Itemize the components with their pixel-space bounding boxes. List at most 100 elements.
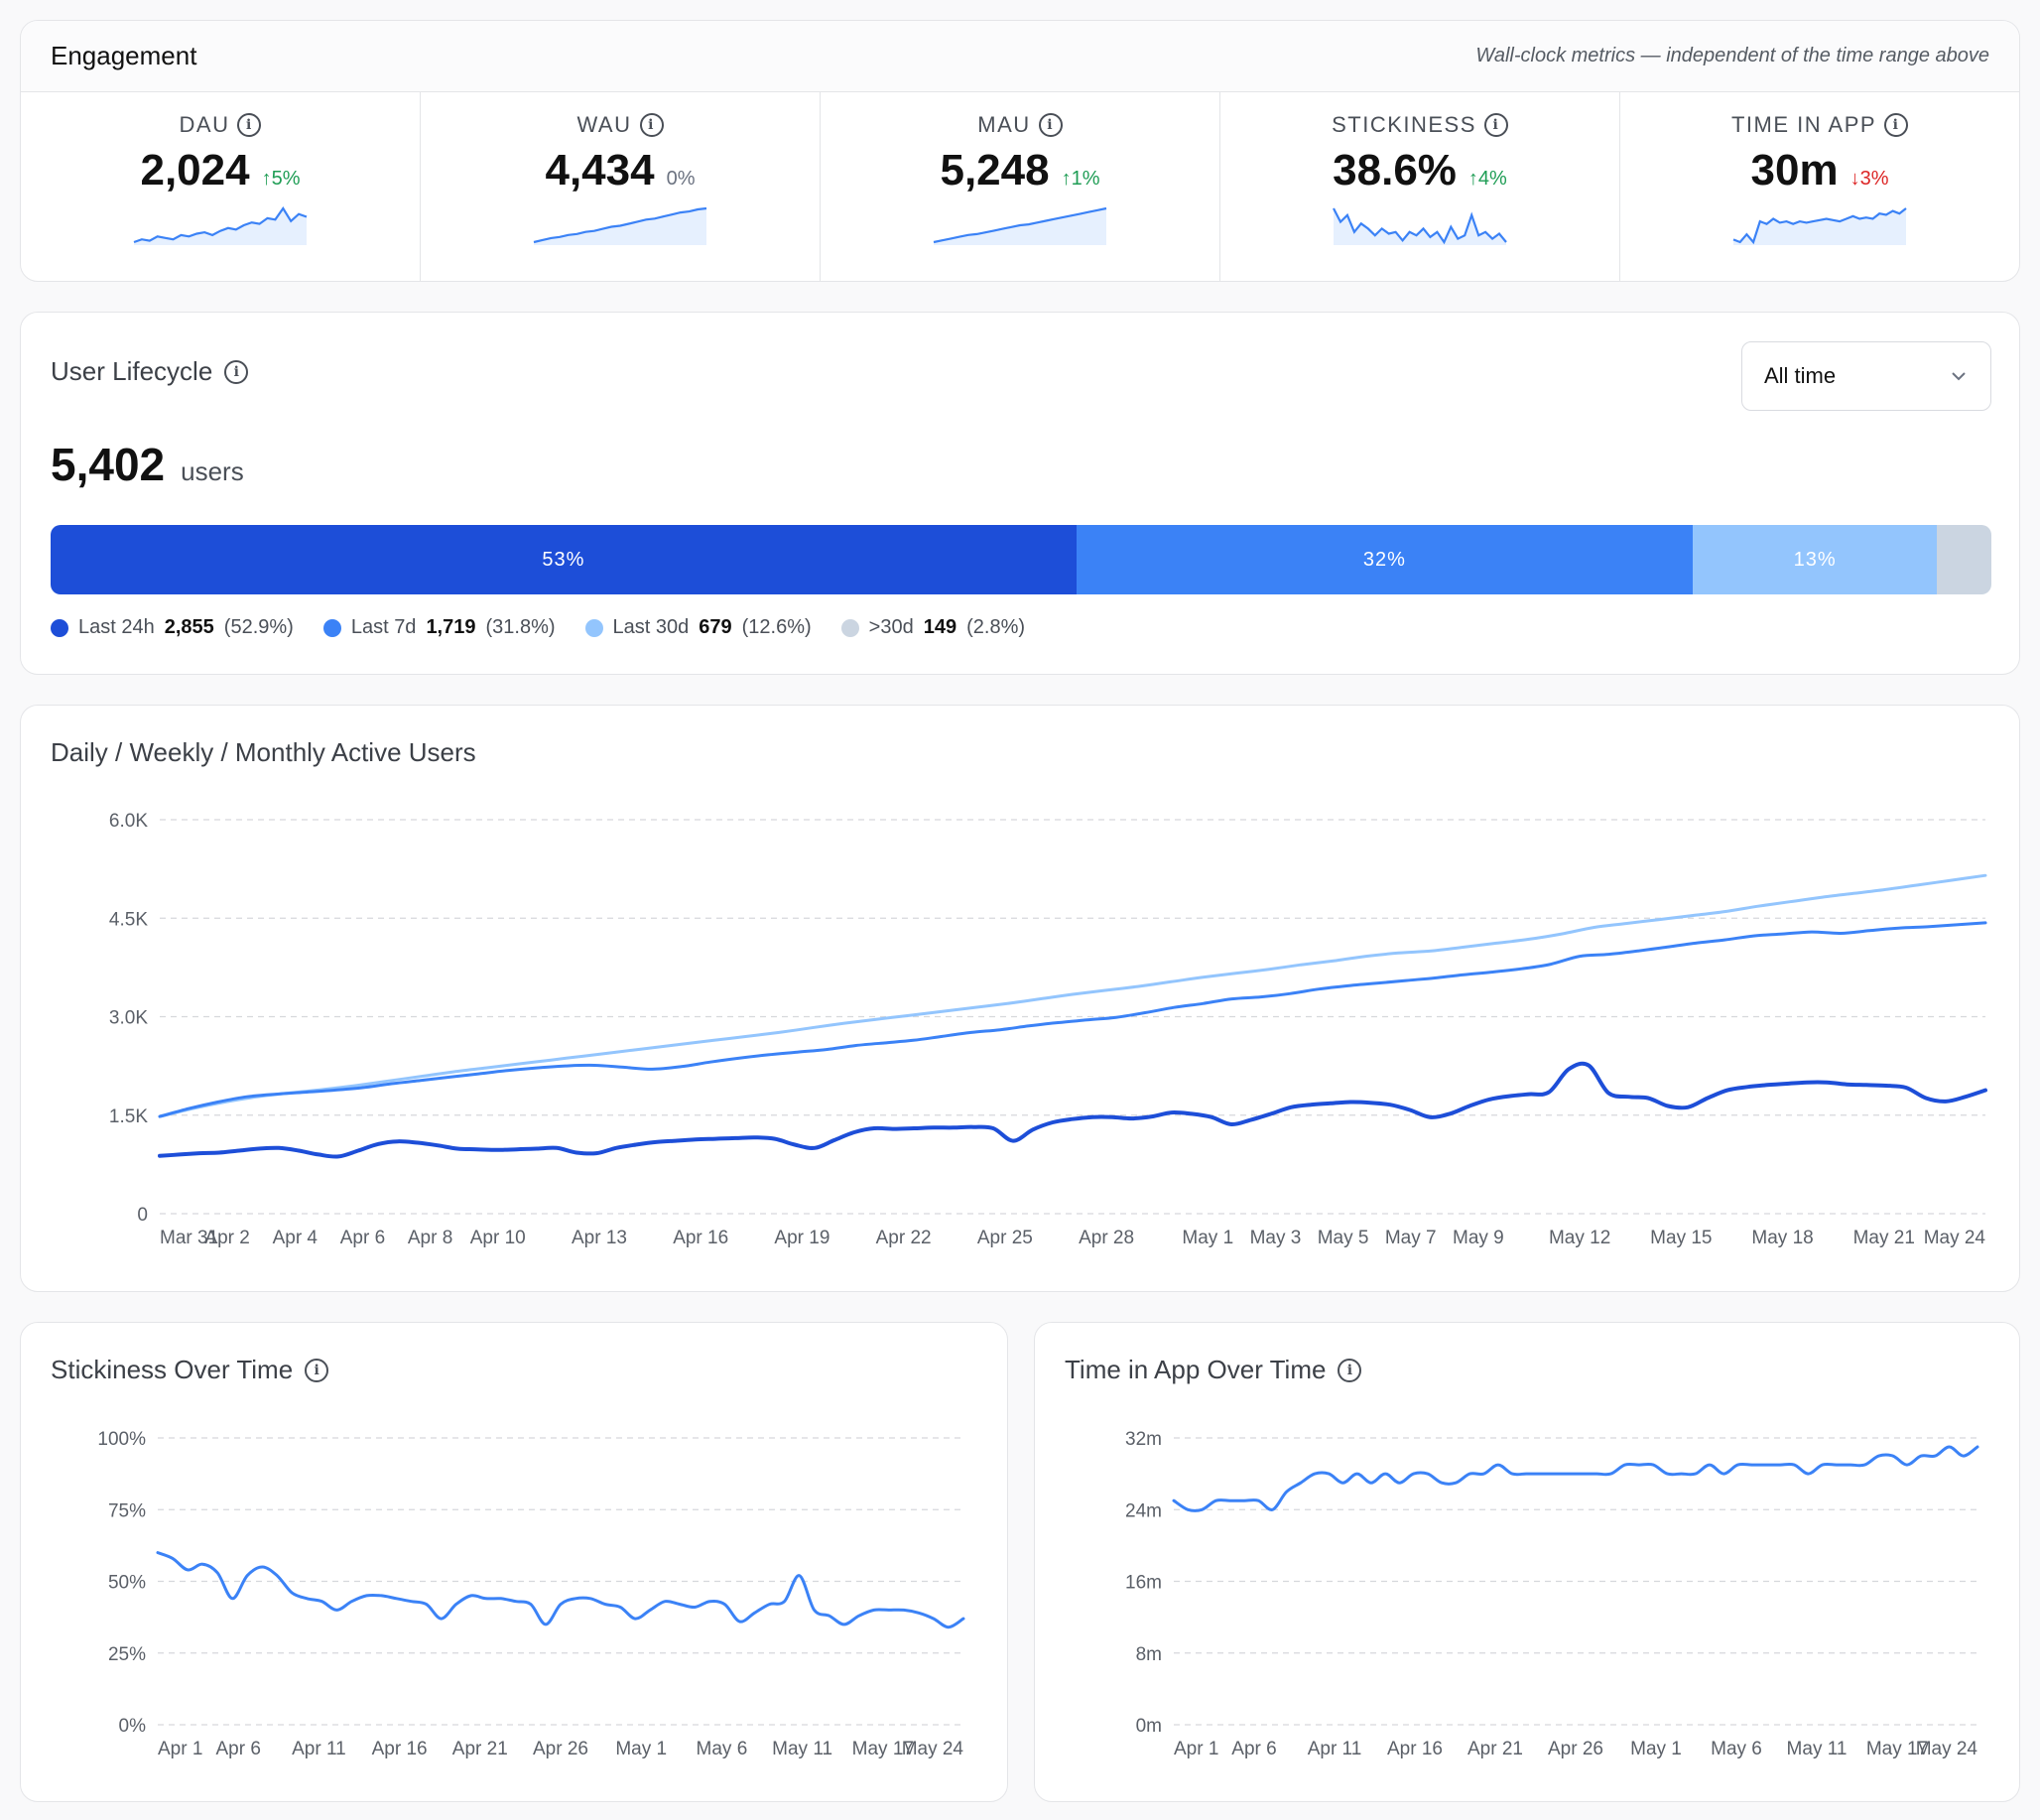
legend-label: >30d [868,616,914,638]
lifecycle-legend: Last 24h 2,855 (52.9%) Last 7d 1,719 (31.8%) L… [51,616,1025,639]
x-tick-label: Apr 6 [1231,1739,1276,1759]
time-in-app-chart-title: Time in App Over Time i [1065,1355,1362,1385]
x-tick-label: Mar 31 [160,1228,218,1248]
engagement-title: Engagement [51,41,197,70]
x-tick-label: May 3 [1250,1228,1302,1248]
lifecycle-segment[interactable]: 13% [1693,525,1938,594]
metric-time-in-app: TIME IN APP i 30m ↓3% [1620,92,2019,281]
x-tick-label: May 9 [1453,1228,1504,1248]
x-tick-label: May 24 [902,1739,964,1759]
y-tick-label: 0m [1136,1716,1162,1737]
metric-sparkline [933,206,1107,245]
info-icon[interactable]: i [1038,113,1063,137]
lifecycle-title: User Lifecycle i [51,356,249,387]
metric-sparkline [133,205,308,245]
info-icon[interactable]: i [1338,1358,1362,1382]
x-tick-label: May 6 [1711,1739,1762,1759]
active-users-chart-card: Daily / Weekly / Monthly Active Users 0 1… [20,705,2020,1292]
x-tick-label: May 15 [1650,1228,1712,1248]
metric-delta: ↑5% [261,168,301,190]
info-icon[interactable]: i [237,113,262,137]
stickiness-chart-card: Stickiness Over Time i 0% 25% 50% 75% 100% Ap… [20,1322,1008,1802]
legend-percent: (52.9%) [223,616,294,638]
x-tick-label: May 1 [1630,1739,1682,1759]
sparkline-line [933,206,1107,244]
x-tick-label: May 5 [1318,1228,1369,1248]
x-tick-label: May 6 [697,1739,748,1759]
x-tick-label: Apr 1 [158,1739,202,1759]
x-tick-label: Apr 16 [673,1228,728,1248]
series-line[interactable] [158,1061,1987,1159]
info-icon[interactable]: i [224,359,249,384]
metric-value-row: 4,434 0% [545,146,695,195]
metric-label-text: WAU [576,112,632,137]
time-in-app-chart-title-text: Time in App Over Time [1065,1355,1327,1384]
metric-label: STICKINESS i [1332,112,1508,138]
metric-value: 38.6% [1333,146,1457,195]
x-tick-label: Apr 13 [572,1228,627,1248]
legend-count: 1,719 [426,616,476,638]
x-tick-label: Apr 6 [340,1228,385,1248]
y-tick-label: 0 [137,1205,148,1226]
lifecycle-segment[interactable]: 32% [1076,525,1694,594]
series-line[interactable] [158,921,1987,1118]
time-in-app-chart: 0m 8m 16m 24m 32m Apr 1 Apr 6 Apr 11 Apr 16 Apr 2… [1125,1429,1979,1759]
series-line[interactable] [158,873,1987,1118]
total-users-unit: users [181,456,244,486]
info-icon[interactable]: i [639,113,664,137]
x-tick-label: Apr 16 [372,1739,428,1759]
lifecycle-segment[interactable]: 53% [51,525,1077,594]
x-tick-label: Apr 25 [977,1228,1033,1248]
metric-mau: MAU i 5,248 ↑1% [821,92,1220,281]
info-icon[interactable]: i [1483,113,1508,137]
series-line[interactable] [156,1551,965,1629]
info-icon[interactable]: i [305,1358,329,1382]
metric-delta: ↓3% [1849,168,1889,190]
engagement-header: Engagement Wall-clock metrics — independ… [21,21,2019,92]
x-tick-label: Apr 2 [204,1228,249,1248]
sparkline-area [134,208,307,245]
info-icon[interactable]: i [1884,113,1909,137]
metric-label: DAU i [180,112,262,138]
y-tick-label: 16m [1125,1573,1162,1594]
x-tick-label: Apr 6 [215,1739,260,1759]
x-tick-label: May 11 [772,1739,832,1759]
y-tick-label: 100% [97,1429,146,1450]
x-tick-label: May 7 [1385,1228,1437,1248]
legend-label: Last 7d [350,616,417,638]
metric-delta: ↑4% [1467,168,1507,190]
legend-label: Last 24h [78,616,155,638]
y-tick-label: 75% [108,1500,146,1521]
x-tick-label: May 24 [1924,1228,1986,1248]
y-tick-label: 6.0K [109,811,148,832]
y-tick-label: 24m [1125,1500,1162,1521]
engagement-card: Engagement Wall-clock metrics — independ… [20,20,2020,282]
sparkline-line [1732,207,1907,245]
metric-label-text: DAU [179,112,230,137]
legend-item: Last 30d 679 (12.6%) [584,616,812,639]
y-tick-label: 3.0K [109,1008,148,1029]
stickiness-chart: 0% 25% 50% 75% 100% Apr 1 Apr 6 Apr 11 Apr 16 Apr… [97,1429,965,1759]
y-tick-label: 32m [1125,1429,1162,1450]
metric-value: 30m [1750,146,1839,195]
metric-value: 5,248 [940,146,1050,195]
legend-swatch [51,618,68,637]
legend-swatch [584,618,603,637]
x-tick-label: Apr 28 [1079,1228,1134,1248]
series-line[interactable] [1172,1445,1979,1512]
time-range-select[interactable]: All time [1741,341,1991,411]
legend-percent: (12.6%) [741,616,812,638]
metric-stickiness: STICKINESS i 38.6% ↑4% [1220,92,1620,281]
lifecycle-total: 5,402 users [51,438,244,491]
legend-label: Last 30d [612,616,690,638]
metric-value: 4,434 [545,146,655,195]
x-tick-label: Apr 26 [533,1739,588,1759]
x-tick-label: Apr 4 [273,1228,319,1248]
x-tick-label: May 24 [1916,1739,1978,1759]
sparkline-line [133,205,308,244]
chevron-down-icon [1952,372,1966,381]
x-tick-label: Apr 19 [774,1228,829,1248]
y-tick-label: 0% [119,1716,147,1737]
lifecycle-segment[interactable] [1937,525,1991,594]
